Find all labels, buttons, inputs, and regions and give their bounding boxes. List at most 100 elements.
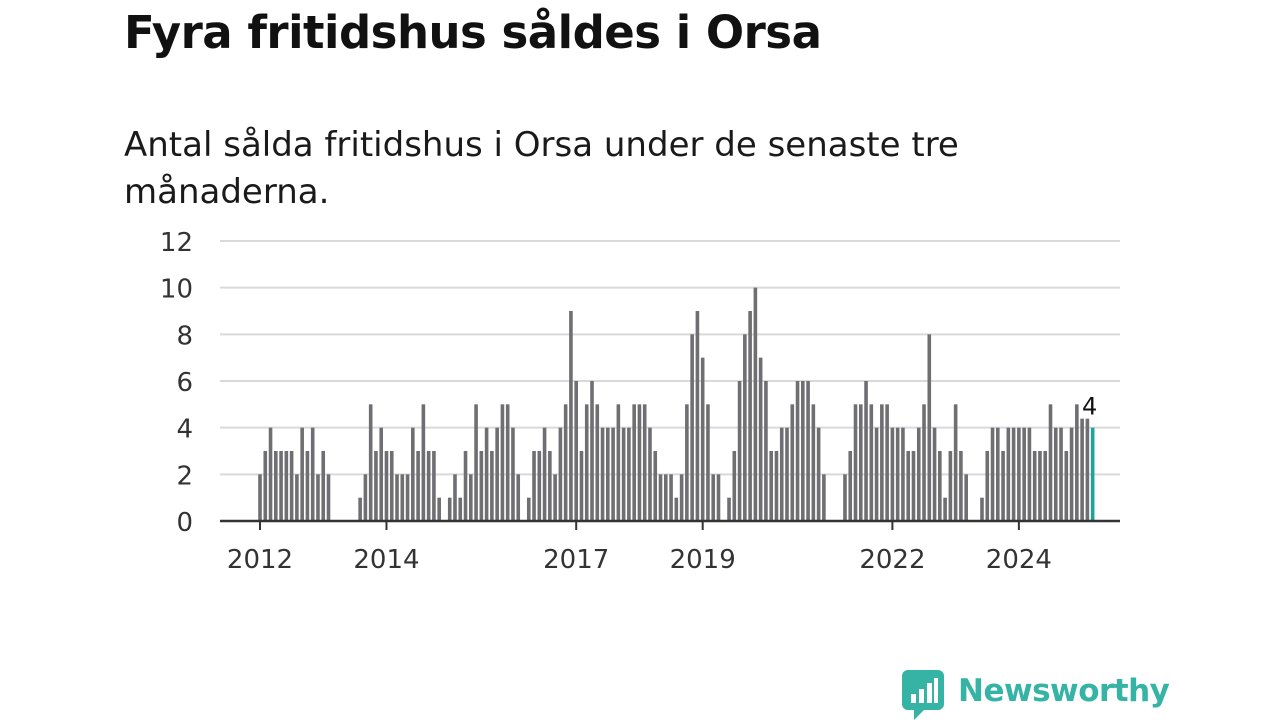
- bar: [326, 474, 331, 521]
- bar: [400, 474, 405, 521]
- bar: [426, 451, 431, 521]
- bar: [569, 311, 573, 521]
- bar: [584, 404, 589, 521]
- bar: [801, 381, 805, 521]
- bar: [300, 427, 304, 521]
- y-tick-label: 12: [160, 228, 193, 258]
- bar: [621, 427, 626, 521]
- bar: [648, 427, 652, 521]
- bar: [737, 381, 742, 521]
- bar: [811, 404, 816, 521]
- bar: [558, 427, 563, 521]
- bar: [674, 497, 679, 521]
- bar: [1038, 451, 1042, 521]
- bar: [548, 451, 552, 521]
- bar: [985, 451, 990, 521]
- bar: [1006, 427, 1011, 521]
- bar: [574, 381, 578, 521]
- bar: [627, 427, 631, 521]
- bar: [606, 427, 610, 521]
- bar: [695, 311, 700, 521]
- x-axis: [220, 519, 1120, 530]
- bar: [743, 334, 747, 521]
- bar: [885, 404, 889, 521]
- bar: [616, 404, 621, 521]
- y-tick-label: 8: [176, 321, 193, 351]
- bar: [1001, 451, 1005, 521]
- bar: [474, 404, 478, 521]
- bar: [389, 451, 394, 521]
- bar: [453, 474, 457, 521]
- y-tick-label: 2: [176, 461, 193, 491]
- bar: [532, 451, 536, 521]
- bar: [1059, 427, 1063, 521]
- bar: [1017, 427, 1021, 521]
- grid-lines: [220, 240, 1120, 476]
- bar: [421, 404, 426, 521]
- bar: [848, 451, 853, 521]
- bar: [953, 404, 958, 521]
- bar: [895, 427, 900, 521]
- bar: [469, 474, 473, 521]
- bar: [774, 451, 779, 521]
- bar: [700, 357, 705, 521]
- bar: [511, 427, 515, 521]
- bar: [916, 427, 921, 521]
- bar: [1069, 427, 1074, 521]
- bar: [938, 451, 942, 521]
- bar: [1043, 451, 1048, 521]
- bar: [416, 451, 420, 521]
- chart-title: Fyra fritidshus såldes i Orsa: [124, 6, 822, 59]
- bar: [959, 451, 963, 521]
- bar: [922, 404, 926, 521]
- bar: [663, 474, 668, 521]
- bar: [310, 427, 315, 521]
- bar: [295, 474, 299, 521]
- bar: [790, 404, 795, 521]
- bar: [479, 451, 484, 521]
- bar: [658, 474, 663, 521]
- chart-subtitle: Antal sålda fritidshus i Orsa under de s…: [124, 125, 959, 212]
- bar: [716, 474, 721, 521]
- bar: [1022, 427, 1026, 521]
- bar: [316, 474, 320, 521]
- x-tick-label: 2014: [353, 545, 419, 575]
- x-tick-label: 2012: [227, 545, 293, 575]
- data-label-latest: 4: [1082, 393, 1097, 421]
- bar: [858, 404, 863, 521]
- bar: [305, 451, 310, 521]
- bar: [822, 474, 826, 521]
- bar: [632, 404, 636, 521]
- bar: [484, 427, 489, 521]
- bar: [690, 334, 694, 521]
- bar: [816, 427, 821, 521]
- bar: [1085, 404, 1090, 521]
- bar: [463, 451, 468, 521]
- bar: [748, 311, 752, 521]
- x-tick-label: 2022: [859, 545, 925, 575]
- bar: [447, 497, 452, 521]
- bar: [711, 474, 716, 521]
- y-tick-label: 4: [176, 415, 193, 445]
- bar: [1053, 427, 1058, 521]
- bar: [764, 381, 768, 521]
- bar: [874, 427, 879, 521]
- bar: [980, 497, 984, 521]
- bar: [779, 427, 784, 521]
- bar: [411, 427, 415, 521]
- bar: [685, 404, 689, 521]
- bar: [395, 474, 399, 521]
- axis-labels: 0 2 4 6 8 10 12 2012 2014 2017 2019 2022 2024 4: [160, 228, 1100, 575]
- bar: [901, 427, 905, 521]
- bar: [274, 451, 278, 521]
- bar: [758, 357, 763, 521]
- bar: [600, 427, 605, 521]
- bar: [806, 381, 810, 521]
- bar: [595, 404, 600, 521]
- bar: [843, 474, 847, 521]
- bar: [948, 451, 953, 521]
- bar: [537, 451, 542, 521]
- bar: [553, 474, 557, 521]
- bar: [943, 497, 947, 521]
- data-label-background: [1079, 391, 1100, 419]
